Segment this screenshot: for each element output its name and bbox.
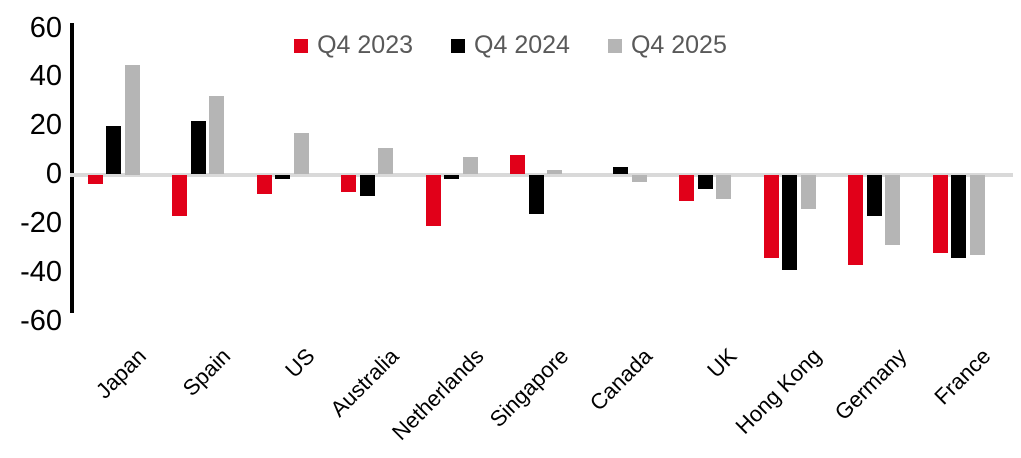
bar-australia-q4-2023 [341,174,357,192]
legend-item-q4-2023: Q4 2023 [294,33,413,58]
y-axis-tick-label: -60 [20,304,62,337]
legend-item-q4-2024: Q4 2024 [451,33,570,58]
x-axis-label-hong-kong: Hong Kong [730,343,827,439]
bar-uk-q4-2025 [716,174,732,199]
bar-germany-q4-2024 [866,174,882,216]
x-axis-label-france: France [929,343,996,410]
bar-hong-kong-q4-2024 [782,174,798,270]
bar-singapore-q4-2025 [547,169,563,175]
x-axis-label-canada: Canada [585,343,658,416]
x-axis-label-singapore: Singapore [484,343,573,432]
legend-swatch-icon [294,38,309,53]
x-axis-label-australia: Australia [325,343,404,422]
legend-swatch-icon [607,38,622,53]
y-axis-line [70,23,74,313]
x-axis-label-uk: UK [702,343,742,383]
bar-japan-q4-2024 [106,125,122,175]
bar-singapore-q4-2024 [528,174,544,214]
y-axis-tick-label: -20 [20,206,62,239]
x-axis-label-germany: Germany [829,343,911,425]
bar-france-q4-2024 [951,174,967,258]
legend-label: Q4 2024 [474,31,570,59]
bar-japan-q4-2023 [87,174,103,185]
x-axis-label-us: US [280,343,320,383]
chart-legend: Q4 2023 Q4 2024 Q4 2025 [0,33,1021,58]
legend-label: Q4 2025 [630,31,727,59]
bar-singapore-q4-2023 [510,154,526,175]
bar-japan-q4-2025 [124,64,140,175]
bar-canada-q4-2025 [631,174,647,182]
bar-netherlands-q4-2023 [425,174,441,226]
bar-germany-q4-2025 [885,174,901,246]
bar-spain-q4-2023 [172,174,188,216]
bar-spain-q4-2024 [190,120,206,175]
bar-france-q4-2025 [969,174,985,256]
y-axis-tick-label: -40 [20,255,62,288]
bar-hong-kong-q4-2025 [800,174,816,209]
y-axis-tick-label: 60 [29,11,62,44]
bar-spain-q4-2025 [209,96,225,175]
bar-uk-q4-2024 [697,174,713,190]
x-axis-label-japan: Japan [90,343,151,404]
bar-us-q4-2023 [256,174,272,195]
bar-hong-kong-q4-2023 [763,174,779,258]
y-axis-tick-label: 40 [29,60,62,93]
x-axis-label-spain: Spain [177,343,235,401]
y-axis-tick-label: 20 [29,109,62,142]
legend-swatch-icon [451,38,466,53]
bar-australia-q4-2024 [359,174,375,197]
bar-germany-q4-2023 [848,174,864,265]
bar-us-q4-2025 [293,132,309,175]
legend-item-q4-2025: Q4 2025 [607,31,727,59]
legend-label: Q4 2023 [317,31,414,59]
y-axis-tick-label: 0 [45,158,62,190]
bar-netherlands-q4-2025 [462,157,478,175]
bar-france-q4-2023 [932,174,948,253]
bar-netherlands-q4-2024 [444,174,460,180]
bar-us-q4-2024 [275,174,291,180]
bar-australia-q4-2025 [378,147,394,175]
bar-canada-q4-2024 [613,167,629,175]
bar-uk-q4-2023 [679,174,695,202]
